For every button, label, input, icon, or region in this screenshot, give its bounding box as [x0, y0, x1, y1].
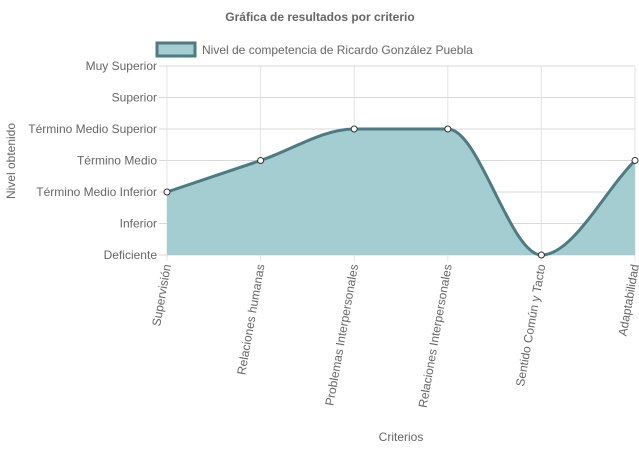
- data-point[interactable]: [537, 251, 545, 259]
- x-tick-label: Adaptabilidad: [616, 263, 639, 337]
- y-tick-label: Superior: [112, 91, 157, 105]
- data-point[interactable]: [444, 125, 452, 133]
- y-axis-ticks: Deficiente Inferior Término Medio Inferior…: [28, 59, 157, 262]
- x-tick-label: Problemas Interpersonales: [322, 263, 361, 407]
- series-fill: [167, 129, 635, 255]
- legend-label: Nivel de competencia de Ricardo González…: [202, 43, 473, 57]
- y-tick-label: Inferior: [120, 217, 157, 231]
- chart-title: Gráfica de resultados por criterio: [225, 10, 414, 24]
- x-tick-label: Sentido Común y Tacto: [513, 263, 548, 388]
- series-area: [163, 125, 639, 259]
- y-tick-label: Deficiente: [104, 248, 158, 262]
- y-tick-label: Muy Superior: [86, 59, 157, 73]
- y-tick-label: Término Medio Inferior: [36, 185, 157, 199]
- data-point[interactable]: [350, 125, 358, 133]
- data-point[interactable]: [257, 157, 265, 164]
- x-tick-label: Relaciones humanas: [234, 263, 267, 376]
- x-tick-label: Supervisión: [149, 263, 174, 327]
- data-point[interactable]: [163, 188, 171, 196]
- x-tick-label: Relaciones Interpersonales: [416, 263, 455, 409]
- y-axis-label: Nivel obtenido: [4, 123, 18, 199]
- x-axis-ticks: Supervisión Relaciones humanas Problemas I…: [149, 263, 639, 409]
- y-tick-label: Término Medio: [77, 154, 157, 168]
- data-point[interactable]: [631, 157, 639, 164]
- x-axis-label: Criterios: [379, 430, 424, 444]
- y-tick-label: Término Medio Superior: [28, 122, 157, 136]
- legend-swatch: [155, 41, 197, 58]
- legend[interactable]: Nivel de competencia de Ricardo González…: [155, 41, 473, 58]
